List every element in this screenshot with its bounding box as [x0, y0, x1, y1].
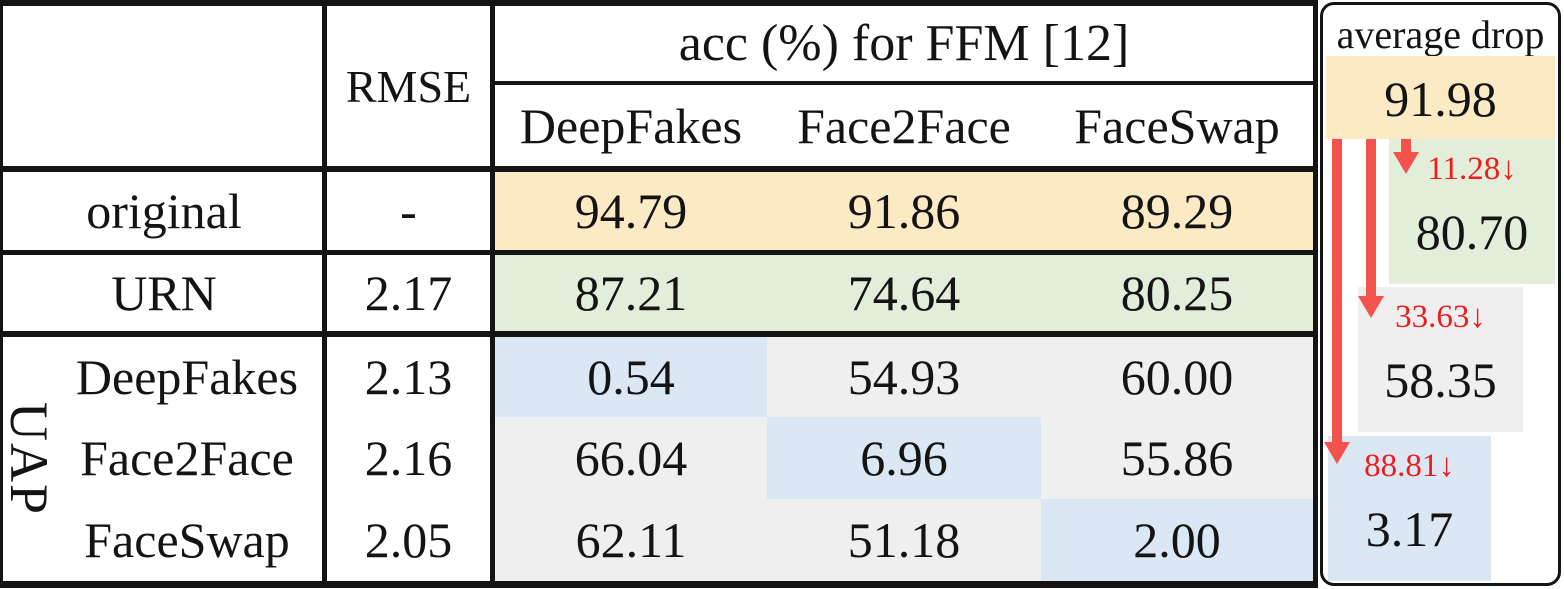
acc-value: 6.96 [860, 430, 948, 486]
acc-value: 80.25 [1120, 265, 1234, 321]
acc-value: 0.54 [587, 349, 675, 405]
row-label-urn: URN [111, 265, 217, 321]
cell-offdiag-highlight [495, 417, 767, 499]
acc-value: 2.00 [1133, 512, 1221, 568]
drop-amount: 33.63↓ [1395, 299, 1486, 335]
drop-arrowhead-long-icon [1324, 442, 1350, 464]
border-top [0, 0, 1318, 6]
acc-value: 51.18 [847, 512, 961, 568]
rmse-value: 2.17 [364, 265, 453, 321]
acc-header: acc (%) for FFM [12] [678, 15, 1130, 72]
rmse-value: - [400, 183, 417, 239]
rule-under-subheader [0, 166, 1318, 172]
row-original-highlight [495, 172, 1313, 250]
rmse-value: 2.13 [364, 349, 453, 405]
average-value: 58.35 [1384, 352, 1497, 408]
acc-value: 55.86 [1120, 430, 1234, 486]
acc-value: 60.00 [1120, 349, 1234, 405]
divider-labels-rmse [322, 0, 327, 588]
acc-value: 66.04 [574, 430, 688, 486]
rule-under-original [0, 250, 1318, 255]
average-value: 80.70 [1415, 204, 1529, 260]
average-value: 3.17 [1365, 501, 1454, 557]
row-label-deepfakes: DeepFakes [75, 349, 299, 405]
average-drop-panel: average drop 91.98 11.28↓ 80.70 33.63↓ 5… [1320, 2, 1561, 586]
column-header-faceswap: FaceSwap [1074, 98, 1280, 154]
row-label-original: original [86, 183, 242, 239]
cell-offdiag-highlight [495, 499, 1041, 581]
rule-under-acc-title [490, 81, 1318, 85]
panel-title: average drop [1336, 12, 1545, 57]
cell-offdiag-highlight [1041, 417, 1313, 499]
rmse-value: 2.16 [364, 430, 453, 486]
drop-amount: 11.28↓ [1427, 151, 1517, 187]
drop-amount: 88.81↓ [1364, 448, 1455, 484]
rmse-value: 2.05 [364, 512, 453, 568]
row-label-faceswap: FaceSwap [84, 512, 290, 568]
acc-value: 89.29 [1120, 183, 1234, 239]
average-value: 91.98 [1384, 71, 1497, 127]
cell-offdiag-highlight [767, 337, 1313, 417]
rule-under-urn [0, 331, 1318, 337]
acc-value: 74.64 [847, 265, 961, 321]
acc-value: 54.93 [847, 349, 961, 405]
acc-value: 87.21 [574, 265, 688, 321]
border-bottom [0, 581, 1318, 588]
drop-arrow-long-icon [1332, 139, 1342, 442]
step-original: 91.98 [1326, 56, 1555, 139]
cell-diagonal-highlight [1041, 499, 1313, 581]
step-uap-gray: 33.63↓ 58.35 [1358, 287, 1523, 432]
acc-value: 91.86 [847, 183, 961, 239]
cell-diagonal-highlight [767, 417, 1041, 499]
cell-diagonal-highlight [495, 337, 767, 417]
acc-value: 94.79 [574, 183, 688, 239]
divider-rmse-acc [490, 0, 495, 588]
border-left [0, 0, 3, 588]
group-label-uap: UAP [0, 401, 59, 517]
acc-value: 62.11 [575, 512, 687, 568]
drop-arrow-short-icon [1401, 139, 1411, 152]
column-header-face2face: Face2Face [797, 98, 1011, 154]
drop-arrowhead-medium-icon [1358, 296, 1384, 318]
column-header-deepfakes: DeepFakes [519, 98, 743, 154]
rmse-header: RMSE [345, 60, 472, 112]
row-label-face2face: Face2Face [80, 430, 294, 486]
row-urn-highlight [495, 255, 1313, 331]
border-right [1313, 0, 1318, 588]
drop-arrowhead-short-icon [1393, 152, 1419, 174]
step-uap-diagonal: 88.81↓ 3.17 [1328, 436, 1491, 581]
drop-arrow-medium-icon [1366, 139, 1376, 296]
